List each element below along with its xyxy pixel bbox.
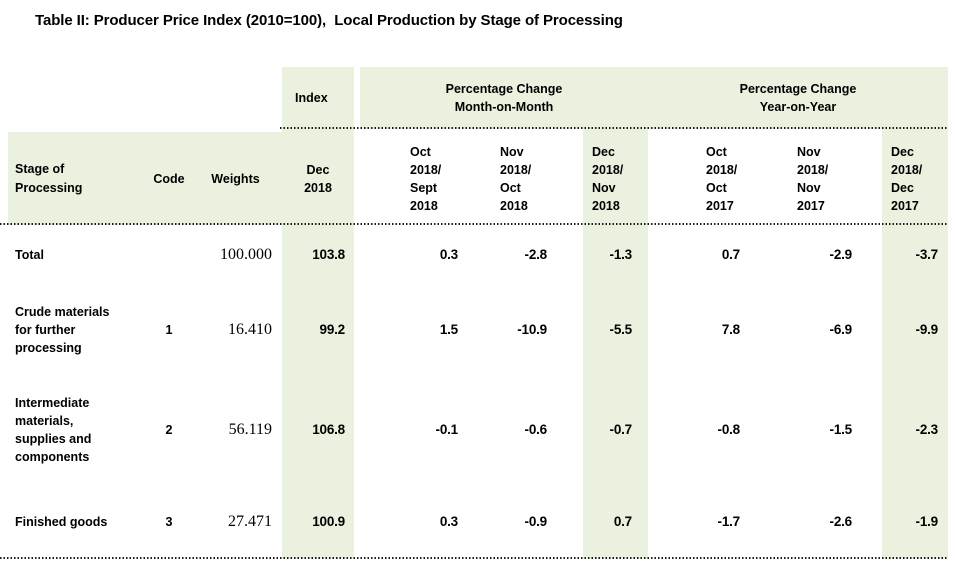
index-value: 99.2: [319, 322, 346, 337]
column-header-code: Code: [153, 171, 185, 186]
mom-value: 0.3: [439, 514, 458, 529]
weights-value: 56.119: [228, 421, 272, 438]
weights-value: 16.410: [228, 321, 272, 338]
column-header-dec-2018: Dec 2018: [304, 162, 332, 195]
weights-value: 27.471: [228, 513, 272, 530]
yoy-value: -6.9: [829, 322, 853, 337]
mom-value: -5.5: [609, 322, 633, 337]
index-value: 106.8: [312, 422, 345, 437]
column-header-nov-oct: Nov 2018/ Oct 2018: [500, 144, 532, 213]
yoy-value: -1.9: [915, 514, 939, 529]
stage-label: Total: [15, 248, 44, 262]
column-header-nov-nov: Nov 2018/ Nov 2017: [797, 144, 829, 213]
stage-label: Crude materials for further processing: [15, 305, 110, 355]
dec-dec-column-highlight: [882, 129, 948, 559]
index-value: 103.8: [312, 247, 345, 262]
yoy-value: -9.9: [915, 322, 939, 337]
column-header-dec-dec: Dec 2018/ Dec 2017: [891, 144, 923, 213]
yoy-value: -2.6: [829, 514, 853, 529]
mom-value: 0.3: [439, 247, 458, 262]
header-band-highlight: [360, 67, 948, 129]
subheader-divider-line: [0, 223, 948, 225]
header-divider-line: [280, 127, 948, 129]
yoy-value: -0.8: [717, 422, 741, 437]
table-bottom-line: [0, 557, 948, 559]
column-header-weights: Weights: [211, 171, 260, 186]
yoy-value: -1.7: [717, 514, 741, 529]
mom-value: -0.9: [524, 514, 548, 529]
column-header-mom-group: Percentage Change Month-on-Month: [445, 82, 563, 114]
stage-header-highlight: [8, 132, 354, 225]
mom-value: -0.7: [609, 422, 633, 437]
mom-value: -0.6: [524, 422, 548, 437]
column-header-stage: Stage of Processing: [15, 161, 83, 195]
column-header-oct-oct: Oct 2018/ Oct 2017: [706, 144, 738, 213]
dec-nov-column-highlight: [583, 129, 648, 559]
yoy-value: -2.3: [915, 422, 939, 437]
mom-value: -2.8: [524, 247, 548, 262]
column-header-dec-nov: Dec 2018/ Nov 2018: [592, 144, 624, 213]
yoy-value: -3.7: [915, 247, 939, 262]
index-value: 100.9: [312, 514, 345, 529]
mom-value: 0.7: [613, 514, 632, 529]
code-value: [145, 225, 193, 285]
code-value: 1: [165, 323, 173, 337]
column-header-oct-sept: Oct 2018/ Sept 2018: [410, 144, 442, 213]
mom-value: -10.9: [517, 322, 547, 337]
stage-label: Intermediate materials, supplies and com…: [15, 396, 92, 464]
table-grid: Index Percentage Change Month-on-Month P…: [0, 67, 948, 559]
mom-value: -0.1: [435, 422, 459, 437]
code-value: 2: [165, 423, 173, 437]
code-value: 3: [165, 515, 173, 529]
yoy-value: 0.7: [721, 247, 740, 262]
table-title: Table II: Producer Price Index (2010=100…: [35, 12, 623, 29]
mom-value: 1.5: [439, 322, 458, 337]
mom-value: -1.3: [609, 247, 633, 262]
weights-value: 100.000: [220, 246, 272, 263]
yoy-value: -1.5: [829, 422, 853, 437]
ppi-table: Index Percentage Change Month-on-Month P…: [0, 67, 948, 559]
yoy-value: -2.9: [829, 247, 853, 262]
column-header-yoy-group: Percentage Change Year-on-Year: [739, 82, 857, 114]
stage-label: Finished goods: [15, 515, 108, 529]
column-header-index: Index: [295, 91, 328, 105]
yoy-value: 7.8: [721, 322, 740, 337]
